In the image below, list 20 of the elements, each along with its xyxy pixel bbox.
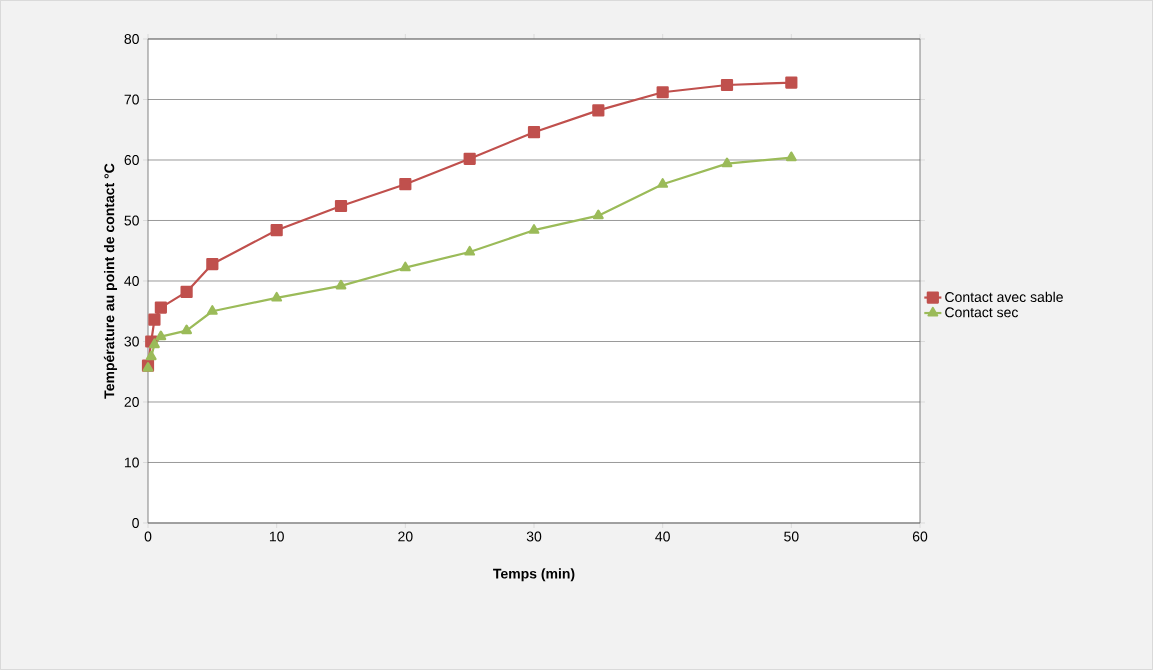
x-tick-label: 20: [398, 531, 413, 542]
y-tick-label: 40: [124, 276, 139, 286]
x-axis-title: Temps (min): [493, 568, 575, 582]
legend-label: Contact avec sable: [945, 291, 1063, 303]
x-tick-label: 0: [144, 531, 152, 542]
x-tick-label: 50: [784, 531, 799, 542]
y-tick-label: 10: [124, 457, 139, 468]
y-tick-label: 80: [124, 34, 139, 44]
x-tick-label: 60: [912, 531, 928, 542]
x-tick-label: 10: [269, 531, 284, 542]
x-tick-label: 30: [526, 531, 542, 542]
x-tick-label: 40: [655, 531, 670, 542]
y-axis-title: Température au point de contact °C: [103, 163, 118, 399]
y-tick-label: 20: [124, 397, 139, 407]
y-tick-label: 50: [124, 215, 139, 226]
legend-label: Contact sec: [945, 307, 1019, 318]
y-tick-label: 60: [124, 155, 139, 165]
y-tick-label: 70: [124, 94, 139, 105]
y-tick-label: 30: [124, 336, 139, 347]
y-tick-label: 0: [132, 518, 139, 528]
